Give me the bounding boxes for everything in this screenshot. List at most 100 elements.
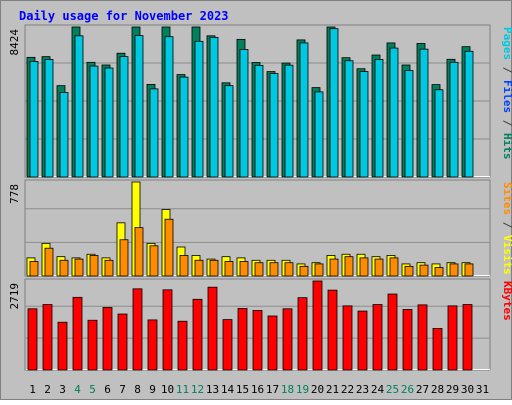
x-tick-label-3: 3	[59, 383, 66, 396]
bar-kbytes-4	[72, 296, 83, 371]
bar-kbytes-22	[342, 305, 353, 371]
bar-sites-9	[149, 245, 159, 277]
bar-kbytes-30	[462, 304, 473, 371]
bar-files-27	[419, 48, 429, 178]
bar-files-11	[179, 76, 189, 178]
bar-kbytes-21	[327, 289, 338, 371]
panel-visits-sites: 778 Sites / Visits	[8, 179, 512, 277]
x-tick-label-17: 17	[266, 383, 279, 396]
bar-sites-13	[209, 259, 219, 277]
bar-files-25	[389, 47, 399, 178]
x-tick-label-15: 15	[236, 383, 249, 396]
x-tick-label-4: 4	[74, 383, 81, 396]
bar-kbytes-18	[282, 308, 293, 371]
bar-files-14	[224, 85, 234, 178]
bar-sites-3	[59, 259, 69, 277]
x-tick-label-5: 5	[89, 383, 96, 396]
bar-kbytes-17	[267, 315, 278, 371]
x-tick-label-9: 9	[149, 383, 156, 396]
bar-kbytes-10	[162, 289, 173, 371]
bar-files-2	[44, 59, 54, 178]
x-tick-label-29: 29	[446, 383, 459, 396]
bar-sites-22	[344, 256, 354, 277]
panel-pages-files-hits: 8424 Pages / Files / Hits	[8, 24, 512, 178]
bar-files-9	[149, 88, 159, 178]
y-max-label-visits-sites: 778	[8, 184, 21, 204]
bar-files-4	[74, 35, 84, 178]
bar-kbytes-3	[57, 321, 68, 371]
x-tick-label-11: 11	[176, 383, 189, 396]
x-tick-label-25: 25	[386, 383, 399, 396]
axis-label-part-pages-files-hits-3: /	[501, 113, 512, 133]
axis-label-part-visits-sites-1: /	[501, 215, 512, 235]
x-tick-label-22: 22	[341, 383, 354, 396]
bar-kbytes-27	[417, 304, 428, 371]
bar-kbytes-15	[237, 308, 248, 371]
bar-kbytes-2	[42, 304, 53, 371]
bar-sites-6	[104, 259, 114, 277]
panel-kbytes: 2719 KBytes	[8, 278, 512, 371]
x-tick-label-2: 2	[44, 383, 51, 396]
bar-files-22	[344, 60, 354, 178]
bar-files-10	[164, 36, 174, 178]
x-axis: 1 2 3 4 5 6 7 8 9 10 11 12 13 14 15 16 17 18 19 20 21 22 23 24 2…	[29, 383, 489, 396]
bar-kbytes-20	[312, 280, 323, 371]
x-tick-label-20: 20	[311, 383, 324, 396]
bar-sites-7	[119, 239, 129, 277]
bar-kbytes-11	[177, 320, 188, 371]
x-tick-label-27: 27	[416, 383, 429, 396]
bar-files-13	[209, 36, 219, 178]
bar-kbytes-8	[132, 288, 143, 371]
bar-files-19	[299, 42, 309, 178]
bar-kbytes-12	[192, 298, 203, 371]
axis-label-pages-files-hits: Pages / Files / Hits	[501, 27, 512, 160]
bar-kbytes-5	[87, 319, 98, 371]
axis-label-part-pages-files-hits-1: /	[501, 60, 512, 80]
x-tick-label-13: 13	[206, 383, 219, 396]
bar-sites-27	[419, 264, 429, 277]
x-tick-label-10: 10	[161, 383, 174, 396]
panels-layer: 8424 Pages / Files / Hits 778 Sites / Visit…	[8, 24, 512, 371]
chart-title: Daily usage for November 2023	[19, 9, 229, 23]
x-tick-label-16: 16	[251, 383, 264, 396]
bar-sites-2	[44, 247, 54, 277]
bar-files-29	[449, 61, 459, 178]
bar-sites-12	[194, 259, 204, 277]
x-tick-label-19: 19	[296, 383, 309, 396]
x-tick-label-21: 21	[326, 383, 339, 396]
x-tick-label-30: 30	[461, 383, 474, 396]
bar-kbytes-13	[207, 286, 218, 371]
bar-sites-10	[164, 218, 174, 277]
bar-sites-28	[434, 267, 444, 277]
bar-sites-11	[179, 255, 189, 277]
bar-files-30	[464, 50, 474, 178]
bar-sites-29	[449, 263, 459, 277]
axis-label-part-pages-files-hits-4: Hits	[501, 133, 512, 160]
axis-label-part-pages-files-hits-2: Files	[501, 80, 512, 113]
bar-sites-16	[254, 262, 264, 277]
bar-sites-8	[134, 227, 144, 277]
bar-sites-26	[404, 265, 414, 277]
bar-files-18	[284, 64, 294, 178]
axis-label-part-kbytes-0: KBytes	[501, 281, 512, 321]
x-tick-label-1: 1	[29, 383, 36, 396]
bar-files-12	[194, 40, 204, 178]
bar-kbytes-23	[357, 310, 368, 371]
bar-sites-23	[359, 257, 369, 277]
bar-sites-5	[89, 255, 99, 277]
bar-files-5	[89, 65, 99, 178]
axis-label-kbytes: KBytes	[501, 281, 512, 321]
bar-sites-19	[299, 265, 309, 277]
x-tick-label-14: 14	[221, 383, 235, 396]
bar-kbytes-26	[402, 309, 413, 371]
bar-files-15	[239, 49, 249, 178]
bar-kbytes-28	[432, 328, 443, 371]
x-tick-label-18: 18	[281, 383, 294, 396]
bar-kbytes-6	[102, 307, 113, 371]
bar-sites-20	[314, 263, 324, 277]
x-tick-label-23: 23	[356, 383, 369, 396]
x-tick-label-12: 12	[191, 383, 204, 396]
x-tick-label-7: 7	[119, 383, 126, 396]
x-tick-label-6: 6	[104, 383, 111, 396]
